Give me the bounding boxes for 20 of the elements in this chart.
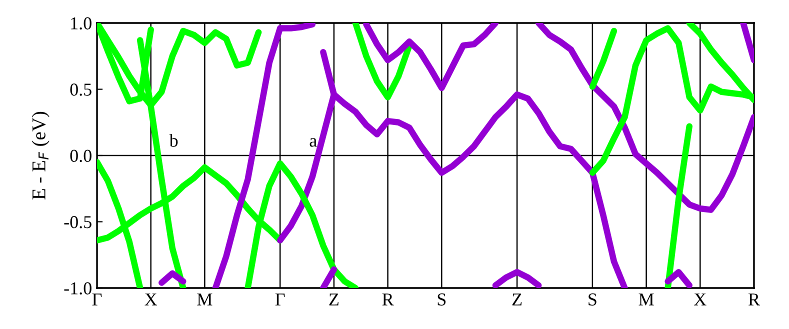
annotation: a — [310, 138, 317, 147]
y-tick-label: 1.0 — [71, 17, 92, 30]
x-tick-label: Γ — [275, 294, 285, 306]
y-tick-label: -1.0 — [64, 282, 92, 295]
x-tick-label: R — [748, 294, 760, 306]
x-tick-label: Γ — [92, 294, 102, 306]
x-tick-label: Z — [329, 294, 338, 306]
y-axis-title: E - E$_{F}$ (eV) — [32, 112, 50, 200]
y-tick-label: -0.5 — [64, 216, 92, 228]
x-tick-label: S — [588, 293, 596, 306]
y-tick-label: 0.0 — [70, 150, 92, 162]
x-tick-label: X — [144, 294, 158, 306]
x-tick-label: Z — [512, 294, 522, 306]
x-tick-label: S — [438, 293, 446, 306]
x-tick-label: M — [638, 294, 654, 306]
x-tick-label: M — [197, 294, 212, 306]
y-tick-label: 0.5 — [70, 84, 92, 96]
x-tick-label: R — [382, 294, 394, 306]
annotation: b — [169, 134, 178, 147]
x-tick-label: X — [694, 294, 706, 306]
